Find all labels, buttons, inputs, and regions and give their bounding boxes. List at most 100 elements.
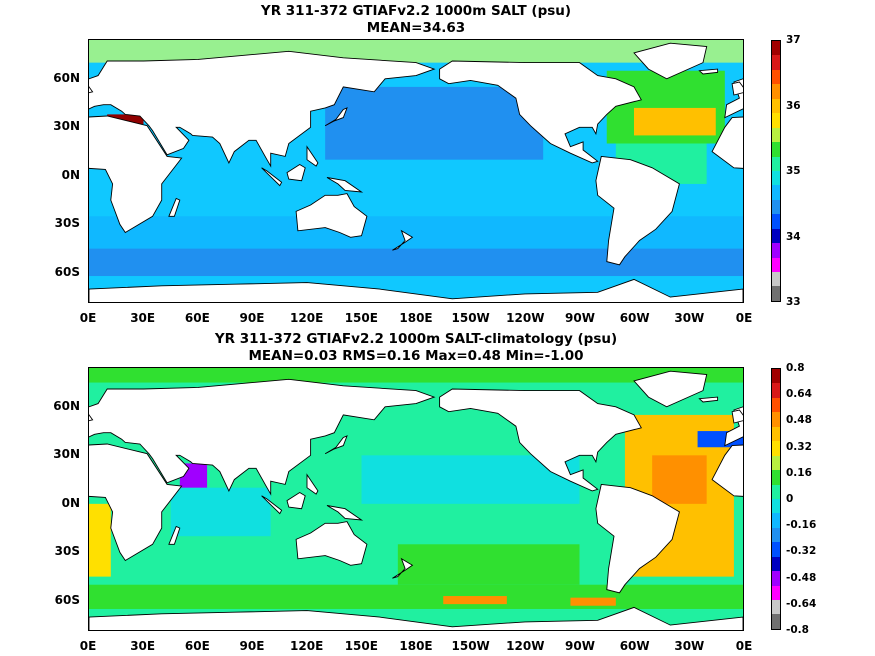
- lon-tick-label: 120W: [506, 311, 545, 325]
- colorbar-swatch: [772, 228, 780, 244]
- lon-tick-label: 90E: [239, 311, 265, 325]
- anomaly-map: [88, 367, 744, 631]
- colorbar-swatch: [772, 556, 780, 572]
- land-uk: [89, 414, 94, 422]
- colorbar-swatch: [772, 498, 780, 514]
- colorbar-tick-label: 0.16: [786, 466, 812, 479]
- land-newzealand: [392, 229, 414, 251]
- salinity-field-region: [107, 114, 144, 125]
- colorbar-tick-label: 0.48: [786, 414, 812, 427]
- land-borneo: [286, 491, 306, 510]
- lon-tick-label: 90E: [239, 639, 265, 653]
- colorbar-swatch: [772, 484, 780, 499]
- colorbar-swatch: [772, 542, 780, 557]
- lat-tick-label: 60S: [54, 264, 80, 279]
- colorbar-tick-label: 0.32: [786, 440, 812, 453]
- colorbar-swatch: [772, 113, 780, 128]
- anomaly-map-title-line2: MEAN=0.03 RMS=0.16 Max=0.48 Min=-1.00: [248, 348, 584, 364]
- colorbar-swatch: [772, 127, 780, 143]
- colorbar-tick-label: -0.64: [786, 597, 817, 610]
- lon-tick-label: 120W: [506, 639, 545, 653]
- salinity-map: [88, 39, 744, 303]
- lat-tick-label: 60S: [54, 592, 80, 607]
- land-madagascar: [168, 525, 181, 545]
- colorbar-swatch: [772, 84, 780, 99]
- lat-tick-label: 30S: [54, 216, 80, 231]
- land-greenland: [633, 42, 708, 80]
- land-newzealand: [392, 557, 414, 579]
- land-africa: [711, 116, 743, 169]
- lon-tick-label: 0E: [79, 311, 97, 325]
- anomaly-field-region: [570, 597, 616, 606]
- anomaly-map-title-line1: YR 311-372 GTIAFv2.2 1000m SALT-climatol…: [214, 331, 618, 347]
- land-madagascar: [168, 197, 181, 217]
- colorbar-swatch: [772, 412, 780, 427]
- lon-tick-label: 150W: [451, 311, 490, 325]
- land-uk: [89, 86, 94, 94]
- lat-tick-label: 30N: [53, 119, 80, 134]
- colorbar-swatch: [772, 383, 780, 398]
- colorbar-swatch: [772, 571, 780, 586]
- lon-tick-label: 30E: [130, 639, 156, 653]
- lon-tick-label: 150E: [344, 639, 378, 653]
- lon-tick-label: 90W: [565, 311, 595, 325]
- land-eurasia: [89, 50, 436, 168]
- colorbar-swatch: [772, 272, 780, 287]
- land-antarctica: [89, 606, 743, 630]
- lon-tick-label: 0E: [735, 639, 753, 653]
- colorbar-tick-label: -0.48: [786, 571, 817, 584]
- lon-tick-label: 60W: [619, 311, 650, 325]
- anomaly-field-region: [443, 596, 507, 605]
- land-antarctica: [89, 278, 743, 302]
- salinity-map-canvas: [89, 40, 743, 302]
- land-australia: [295, 193, 368, 238]
- lon-tick-label: 180E: [399, 311, 433, 325]
- colorbar-swatch: [772, 527, 780, 543]
- lon-tick-label: 30W: [674, 311, 705, 325]
- colorbar-swatch: [772, 257, 780, 272]
- lat-tick-label: 0N: [61, 495, 80, 510]
- land-uk: [731, 409, 743, 424]
- colorbar-swatch: [772, 142, 780, 157]
- lon-tick-label: 60W: [619, 639, 650, 653]
- lon-tick-label: 0E: [79, 639, 97, 653]
- colorbar-tick-label: 36: [786, 99, 801, 112]
- lat-tick-label: 60N: [53, 398, 80, 413]
- colorbar-swatch: [772, 397, 780, 413]
- colorbar-swatch: [772, 55, 780, 70]
- anomaly-field-region: [170, 487, 271, 537]
- land-africa: [89, 443, 183, 562]
- anomaly-field-region: [652, 455, 707, 504]
- land-newguinea: [326, 177, 364, 193]
- anomaly-map-canvas: [89, 368, 743, 630]
- colorbar-tick-label: -0.16: [786, 519, 817, 532]
- colorbar-swatch: [772, 98, 780, 114]
- map-title-line1: YR 311-372 GTIAFv2.2 1000m SALT (psu): [260, 3, 572, 19]
- anomaly-field-region: [89, 368, 743, 383]
- colorbar-tick-label: 35: [786, 165, 801, 177]
- lon-tick-label: 30W: [674, 639, 705, 653]
- anomaly-field-region: [89, 503, 111, 577]
- lon-tick-label: 150E: [344, 311, 378, 325]
- lon-tick-label: 150W: [451, 639, 490, 653]
- lon-tick-label: 120E: [290, 639, 324, 653]
- land-southamerica: [595, 155, 680, 266]
- colorbar-tick-label: 0.8: [786, 362, 805, 374]
- land-africa: [711, 444, 743, 497]
- land-northamerica: [439, 60, 642, 164]
- colorbar-swatch: [772, 214, 780, 229]
- colorbar-swatch: [772, 170, 780, 186]
- colorbar-swatch: [772, 426, 780, 442]
- land-philippines: [306, 145, 319, 167]
- colorbar-swatch: [772, 41, 780, 56]
- land-africa: [89, 115, 183, 234]
- lat-tick-label: 30N: [53, 447, 80, 462]
- lat-tick-label: 30S: [54, 544, 80, 559]
- salinity-field-region: [89, 248, 743, 277]
- lon-tick-label: 120E: [290, 311, 324, 325]
- land-australia: [295, 521, 368, 566]
- colorbar-tick-label: 0: [786, 493, 794, 505]
- land-japan: [324, 107, 348, 127]
- land-northamerica: [439, 388, 642, 492]
- colorbar-swatch: [772, 455, 780, 471]
